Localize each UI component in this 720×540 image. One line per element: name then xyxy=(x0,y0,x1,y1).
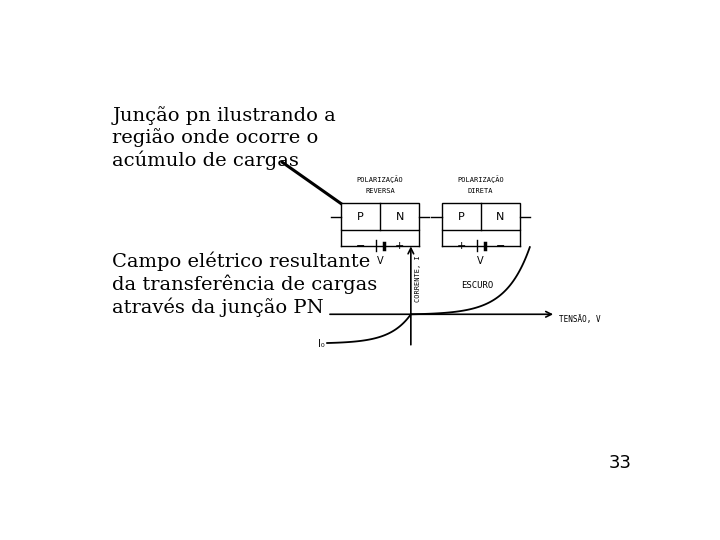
Text: ESCURO: ESCURO xyxy=(461,281,493,289)
Text: Junção pn ilustrando a
região onde ocorre o
acúmulo de cargas: Junção pn ilustrando a região onde ocorr… xyxy=(112,106,336,170)
Bar xyxy=(441,203,520,230)
Text: POLARIZAÇÃO: POLARIZAÇÃO xyxy=(357,176,403,183)
Text: +: + xyxy=(456,241,466,251)
Bar xyxy=(341,203,419,230)
Text: V: V xyxy=(377,256,384,266)
Text: −: − xyxy=(356,241,365,251)
Text: 33: 33 xyxy=(608,454,631,472)
Text: TENSÃO, V: TENSÃO, V xyxy=(559,315,600,324)
Text: P: P xyxy=(458,212,464,221)
Text: −: − xyxy=(495,241,505,251)
Text: N: N xyxy=(395,212,404,221)
Text: P: P xyxy=(357,212,364,221)
Text: I₀: I₀ xyxy=(318,339,324,348)
Text: CORRENTE, I: CORRENTE, I xyxy=(415,255,421,302)
Text: DIRETA: DIRETA xyxy=(468,188,493,194)
Text: V: V xyxy=(477,256,484,266)
Text: N: N xyxy=(496,212,504,221)
Text: +: + xyxy=(395,241,405,251)
Text: REVERSA: REVERSA xyxy=(365,188,395,194)
Text: POLARIZAÇÃO: POLARIZAÇÃO xyxy=(457,176,504,183)
Text: Campo elétrico resultante
da transferência de cargas
através da junção PN: Campo elétrico resultante da transferênc… xyxy=(112,252,377,316)
